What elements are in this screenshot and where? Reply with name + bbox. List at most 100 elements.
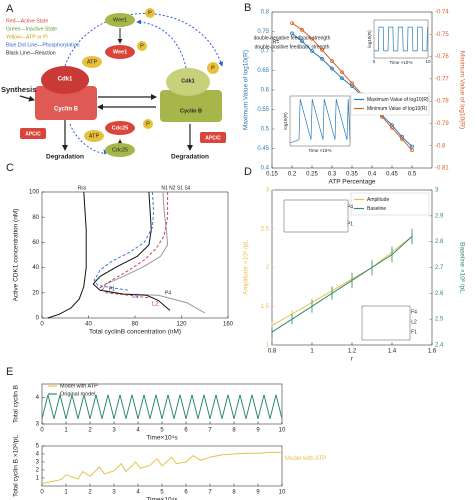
series-line <box>101 191 206 314</box>
y2-tick-label: -0.8 <box>435 143 446 149</box>
annotation: L2 <box>411 319 417 325</box>
y-tick-label: 2 <box>36 468 40 474</box>
y2-axis-label: Baseline ×10² /pL <box>458 242 465 293</box>
x-tick-label: 7 <box>208 428 212 434</box>
cdc25-node <box>105 121 135 135</box>
inset-y-label: log10(R) <box>283 112 288 130</box>
y2-tick-label: 3 <box>435 188 439 194</box>
phosphate <box>143 119 153 129</box>
y-tick-label: 2.5 <box>261 226 270 232</box>
point <box>300 39 304 44</box>
x-tick-label: 4 <box>136 490 140 496</box>
x-axis-label: r <box>351 356 354 363</box>
x-axis-label: Time×10⁴s <box>146 497 178 500</box>
panel-label: D <box>244 166 252 178</box>
x-tick-label: 7 <box>208 490 212 496</box>
legend-box <box>350 192 430 216</box>
annotation: F1 <box>411 329 417 335</box>
x-tick-label: 0.3 <box>328 172 337 178</box>
legend-text: Black Line—Reaction <box>6 50 56 56</box>
inset-x-label: Time ×10⁴s <box>309 148 333 153</box>
wee1-node <box>105 13 135 27</box>
point <box>340 70 344 75</box>
phospho-arrow <box>64 13 224 67</box>
x-tick-label: 0.35 <box>346 172 358 178</box>
point <box>390 125 394 130</box>
inset-frame <box>283 199 349 233</box>
annotation: F4 <box>411 309 417 315</box>
panel-0: B 0.15 0.2 0.25 0.3 0.35 0.4 0.45 0.5 0.4 0.45 0.5 0… <box>243 2 466 186</box>
panel-label: B <box>244 2 251 14</box>
panel-label: A <box>6 3 14 15</box>
point <box>330 59 334 63</box>
x-tick-label: 120 <box>176 322 187 328</box>
y2-tick-label: -0.76 <box>435 54 449 60</box>
series-line <box>41 394 283 419</box>
y-tick-label: 1 <box>266 343 270 349</box>
node-label: P <box>140 43 144 49</box>
y-axis-label: Amplitude ×10² /pL <box>243 240 250 295</box>
x-tick-label: 0.5 <box>408 172 417 178</box>
panel-label: C <box>6 162 14 174</box>
y2-tick-label: -0.81 <box>435 166 449 172</box>
y2-tick-label: 2.8 <box>435 239 444 245</box>
node-label: ATP <box>89 133 100 139</box>
point <box>290 31 294 36</box>
x-axis-label: Total cyclinB concentration (nM) <box>89 329 181 336</box>
node-label: P <box>148 10 152 16</box>
x-tick-label: 0.2 <box>288 172 297 178</box>
x-tick-label: 8 <box>232 490 236 496</box>
x-tick-label: 0 <box>40 322 44 328</box>
x-tick-label: 2 <box>88 490 92 496</box>
legend-text: Baseline <box>367 206 386 212</box>
series-line <box>93 191 155 291</box>
degradation-label: Degradation <box>46 154 84 161</box>
y-tick-label: 0.75 <box>257 29 269 35</box>
x-tick-label: 0.25 <box>306 172 318 178</box>
annotation: double-negative feedback strength <box>254 35 331 41</box>
y-tick-label: 5 <box>36 444 40 450</box>
x-tick-label: 10 <box>279 428 286 434</box>
y-tick-label: 1.5 <box>261 304 270 310</box>
annotation: P4 <box>165 290 171 296</box>
annotation: Rss <box>78 185 87 191</box>
legend-text: Yellow—ATP or Pi <box>6 34 48 40</box>
x-tick-label: 0.45 <box>386 172 398 178</box>
apcc-node <box>200 132 226 143</box>
x-tick-label: 3 <box>112 490 116 496</box>
inset-frame <box>361 305 411 341</box>
x-axis-label: ATP Percentage <box>328 179 375 186</box>
x-tick-label: 8 <box>232 428 236 434</box>
y-tick-label: 4 <box>36 452 40 458</box>
x-tick-label: 0 <box>40 490 44 496</box>
y-tick-label: 4 <box>36 395 40 401</box>
legend-text: Minimum Value of log10(R) <box>367 106 428 112</box>
node-label: ATP <box>87 59 98 65</box>
x-tick-label: 40 <box>85 322 92 328</box>
x-tick-label: 5 <box>160 490 164 496</box>
point <box>410 148 414 153</box>
x-tick-label: 2 <box>88 428 92 434</box>
point <box>320 56 324 61</box>
y2-tick-label: -0.75 <box>435 32 449 38</box>
node-label: Cdc25 <box>112 125 129 131</box>
x-tick-label: 1 <box>64 428 68 434</box>
point <box>340 76 344 81</box>
phosphate <box>145 8 155 18</box>
node-label: Cyclin B <box>180 108 202 114</box>
y-tick-label: 3 <box>36 422 40 428</box>
x-tick-label: 0 <box>40 428 44 434</box>
legend-text: Green—Inactive State <box>6 26 57 32</box>
series-line <box>291 33 413 147</box>
x-tick-label: 9 <box>256 490 260 496</box>
y-tick-label: 40 <box>32 265 39 271</box>
phosphate <box>207 62 219 74</box>
annotation: N1 N2 S1 S4 <box>161 185 190 191</box>
cdk-node <box>166 68 210 96</box>
legend-text: Maximum Value of log10(R) <box>367 97 429 103</box>
y-tick-label: 3 <box>36 460 40 466</box>
y2-tick-label: -0.74 <box>435 10 449 16</box>
point <box>310 36 314 41</box>
node-label: Cdc25 <box>112 147 128 153</box>
